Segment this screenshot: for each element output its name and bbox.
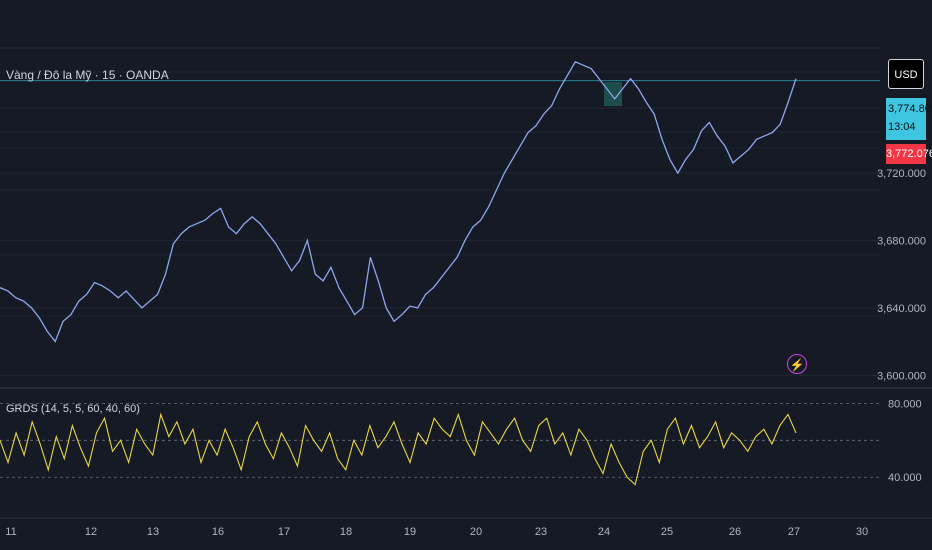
indicator-y-tick-label: 80.000 (888, 398, 922, 410)
x-tick-label: 12 (85, 526, 97, 538)
x-tick-label: 23 (535, 526, 547, 538)
last-price-value: 3,774.805 (888, 103, 932, 115)
x-tick-label: 27 (788, 526, 800, 538)
y-tick-label: 3,720.000 (877, 168, 926, 180)
x-tick-label: 26 (729, 526, 741, 538)
x-tick-label: 13 (147, 526, 159, 538)
x-tick-label: 30 (856, 526, 868, 538)
x-tick-label: 24 (598, 526, 610, 538)
symbol-title: Vàng / Đô la Mỹ · 15 · OANDA (6, 68, 169, 82)
x-tick-label: 16 (212, 526, 224, 538)
x-tick-label: 18 (340, 526, 352, 538)
y-tick-label: 3,680.000 (877, 235, 926, 247)
x-tick-label: 19 (404, 526, 416, 538)
y-tick-label: 3,640.000 (877, 303, 926, 315)
last-price-tag: 3,774.805 13:04 (886, 98, 932, 140)
currency-button[interactable]: USD (888, 59, 924, 89)
price-series-line (0, 60, 797, 343)
y-tick-label: 3,600.000 (877, 370, 926, 382)
highlight-box (604, 82, 622, 106)
bar-countdown: 13:04 (888, 121, 916, 133)
indicator-label: GRDS (14, 5, 5, 60, 40, 60) (6, 403, 140, 415)
x-tick-label: 20 (470, 526, 482, 538)
ask-price-tag: 3,772.076 (886, 144, 932, 164)
x-tick-label: 25 (661, 526, 673, 538)
lightning-icon[interactable]: ⚡ (787, 354, 807, 374)
indicator-y-tick-label: 40.000 (888, 472, 922, 484)
x-tick-label: 17 (278, 526, 290, 538)
indicator-series-line (0, 412, 797, 486)
x-tick-label: 11 (5, 526, 16, 538)
